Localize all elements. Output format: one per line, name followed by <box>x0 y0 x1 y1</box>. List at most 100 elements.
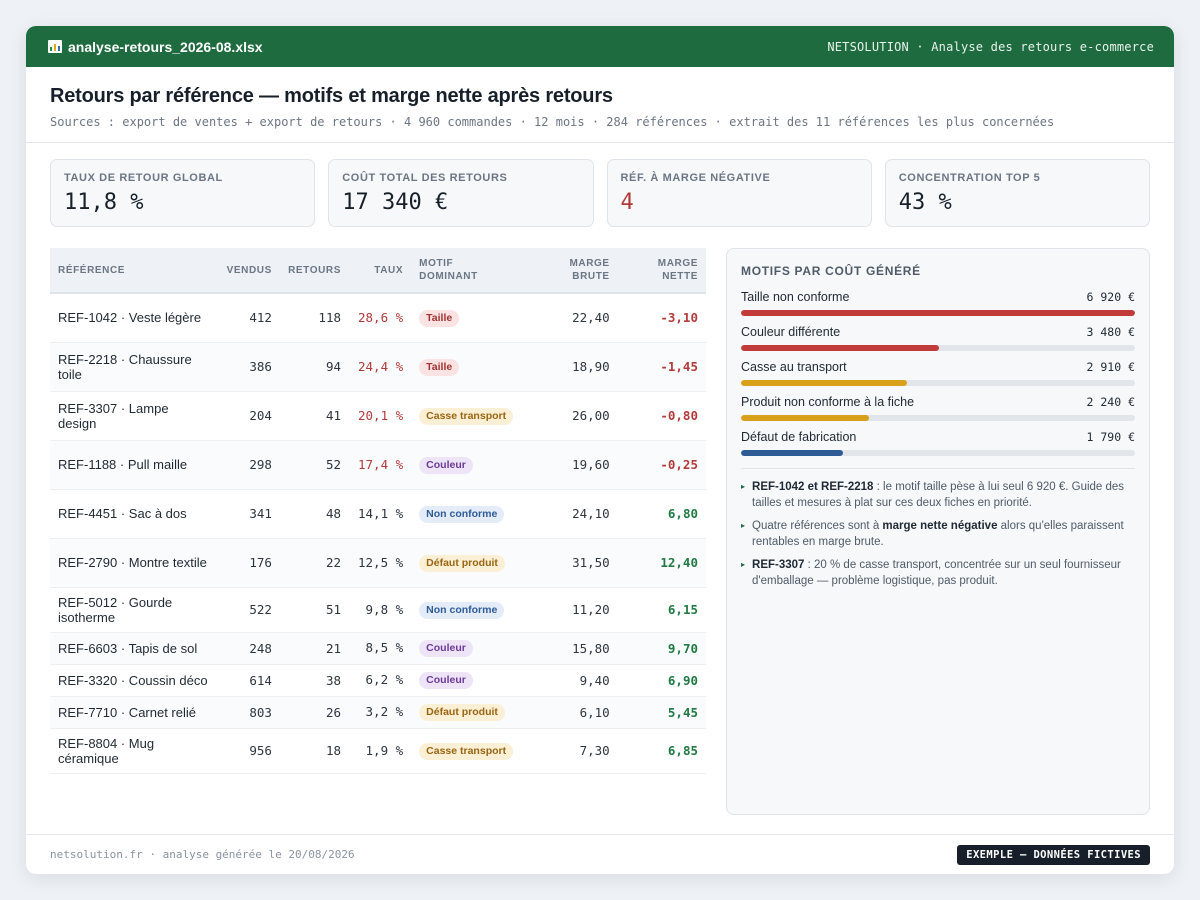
insight-note: ▸ Quatre références sont à marge nette né… <box>741 518 1135 550</box>
column-header-reference[interactable]: Référence <box>50 248 219 294</box>
bar-track <box>741 380 1135 386</box>
bar-value: 3 480 € <box>1086 325 1135 339</box>
bar-value: 1 790 € <box>1086 430 1135 444</box>
footer-text: netsolution.fr · analyse générée le 20/0… <box>50 848 355 861</box>
cell-marge-nette: -1,45 <box>617 342 706 392</box>
app-window: analyse-retours_2026-08.xlsx NETSOLUTION… <box>26 26 1174 874</box>
cell-marge-brute: 9,40 <box>545 664 618 697</box>
cost-bar-row: Taille non conforme 6 920 € <box>741 290 1135 325</box>
table-row[interactable]: REF-3320 · Coussin déco 614 38 6,2 % Couleur… <box>50 664 706 697</box>
cell-vendus: 412 <box>218 293 280 343</box>
kpi-top5-concentration: Concentration top 5 43 % <box>884 159 1150 227</box>
cell-reference: REF-3307 · Lampe design <box>50 391 219 441</box>
kpi-return-rate: Taux de retour global 11,8 % <box>50 159 316 227</box>
file-name: analyse-retours_2026-08.xlsx <box>48 39 263 55</box>
table-row[interactable]: REF-6603 · Tapis de sol 248 21 8,5 % Couleur… <box>50 632 706 665</box>
bar-track <box>741 310 1135 316</box>
motif-badge: Non conforme <box>419 505 505 523</box>
cell-vendus: 614 <box>218 664 280 697</box>
cell-marge-brute: 7,30 <box>545 728 618 774</box>
cell-motif: Couleur <box>411 440 546 490</box>
cell-retours: 21 <box>279 632 349 665</box>
cell-taux: 8,5 % <box>349 632 412 665</box>
bar-header: Taille non conforme 6 920 € <box>741 290 1135 304</box>
cell-marge-nette: 6,15 <box>617 587 706 633</box>
cell-marge-brute: 22,40 <box>545 293 618 343</box>
cell-vendus: 298 <box>218 440 280 490</box>
column-header-taux[interactable]: Taux <box>349 248 412 294</box>
cell-motif: Couleur <box>411 632 546 665</box>
column-header-marge-brute[interactable]: Marge brute <box>545 248 618 294</box>
note-before: Quatre références sont à <box>752 520 883 532</box>
cell-taux: 28,6 % <box>349 293 412 343</box>
cell-motif: Non conforme <box>411 489 546 539</box>
motif-badge: Taille <box>419 309 460 327</box>
kpi-label: Réf. à marge négative <box>620 172 771 184</box>
cell-taux: 17,4 % <box>349 440 412 490</box>
cell-reference: REF-2790 · Montre textile <box>50 538 219 588</box>
bar-label: Défaut de fabrication <box>741 430 857 444</box>
note-bold: REF-1042 et REF-2218 <box>752 481 874 493</box>
header-line: Marge <box>569 258 610 269</box>
cell-marge-nette: -0,80 <box>617 391 706 441</box>
kpi-label: Concentration top 5 <box>898 172 1041 184</box>
cell-motif: Taille <box>411 342 546 392</box>
cell-marge-brute: 24,10 <box>545 489 618 539</box>
bar-fill <box>741 450 843 456</box>
cell-marge-brute: 18,90 <box>545 342 618 392</box>
cell-taux: 24,4 % <box>349 342 412 392</box>
cell-vendus: 956 <box>218 728 280 774</box>
column-header-motif[interactable]: Motif dominant <box>411 248 546 294</box>
note-bold: marge nette négative <box>882 520 998 532</box>
bar-fill <box>741 380 907 386</box>
note-text: REF-3307 : 20 % de casse transport, conc… <box>752 557 1135 589</box>
note-after: alors qu'elles paraissent rentables en m… <box>752 520 1124 548</box>
motif-badge: Couleur <box>419 672 473 689</box>
motif-badge: Couleur <box>419 456 473 474</box>
cell-retours: 22 <box>279 538 349 588</box>
header-line: Marge <box>657 258 698 269</box>
cell-marge-nette: -0,25 <box>617 440 706 490</box>
table-row[interactable]: REF-1188 · Pull maille 298 52 17,4 % Couleur… <box>50 440 706 490</box>
header-line: brute <box>572 271 610 282</box>
footer: netsolution.fr · analyse générée le 20/0… <box>26 834 1174 874</box>
cell-reference: REF-5012 · Gourde isotherme <box>50 587 219 633</box>
table-row[interactable]: REF-2218 · Chaussure toile 386 94 24,4 % Tai… <box>50 342 706 392</box>
cell-reference: REF-3320 · Coussin déco <box>50 664 219 697</box>
column-header-vendus[interactable]: Vendus <box>218 248 280 294</box>
table-row[interactable]: REF-4451 · Sac à dos 341 48 14,1 % Non confo… <box>50 489 706 539</box>
bar-value: 2 240 € <box>1086 395 1135 409</box>
column-header-retours[interactable]: Retours <box>279 248 349 294</box>
cell-marge-nette: -3,10 <box>617 293 706 343</box>
returns-table-wrapper: Référence Vendus Retours Taux Motif domi… <box>50 248 706 774</box>
table-row[interactable]: REF-1042 · Veste légère 412 118 28,6 % Taill… <box>50 293 706 343</box>
column-header-marge-nette[interactable]: Marge nette <box>617 248 706 294</box>
table-row[interactable]: REF-5012 · Gourde isotherme 522 51 9,8 % Non… <box>50 587 706 633</box>
cell-marge-brute: 19,60 <box>545 440 618 490</box>
cell-marge-nette: 12,40 <box>617 538 706 588</box>
insight-note: ▸ REF-1042 et REF-2218 : le motif taille … <box>741 479 1135 511</box>
header-line: nette <box>662 271 698 282</box>
main-content: Référence Vendus Retours Taux Motif domi… <box>50 248 1150 815</box>
bar-track <box>741 415 1135 421</box>
cell-marge-brute: 26,00 <box>545 391 618 441</box>
cell-retours: 41 <box>279 391 349 441</box>
table-row[interactable]: REF-2790 · Montre textile 176 22 12,5 % Défa… <box>50 538 706 588</box>
note-rest: : le motif taille pèse à lui seul 6 920 … <box>752 481 1125 509</box>
table-row[interactable]: REF-8804 · Mug céramique 956 18 1,9 % Casse … <box>50 728 706 774</box>
cell-taux: 12,5 % <box>349 538 412 588</box>
table-row[interactable]: REF-3307 · Lampe design 204 41 20,1 % Casse … <box>50 391 706 441</box>
cell-reference: REF-8804 · Mug céramique <box>50 728 219 774</box>
cell-vendus: 204 <box>218 391 280 441</box>
kpi-label: Coût total des retours <box>342 172 508 184</box>
motif-badge: Défaut produit <box>419 554 505 572</box>
title-bar: analyse-retours_2026-08.xlsx NETSOLUTION… <box>26 26 1174 67</box>
cost-bar-list: Taille non conforme 6 920 € Couleur différ… <box>741 290 1135 465</box>
cell-motif: Couleur <box>411 664 546 697</box>
note-rest: : 20 % de casse transport, concentrée su… <box>752 559 1121 587</box>
table-row[interactable]: REF-7710 · Carnet relié 803 26 3,2 % Défaut … <box>50 696 706 729</box>
cell-retours: 18 <box>279 728 349 774</box>
bar-header: Défaut de fabrication 1 790 € <box>741 430 1135 444</box>
cell-marge-nette: 6,80 <box>617 489 706 539</box>
cell-motif: Défaut produit <box>411 696 546 729</box>
